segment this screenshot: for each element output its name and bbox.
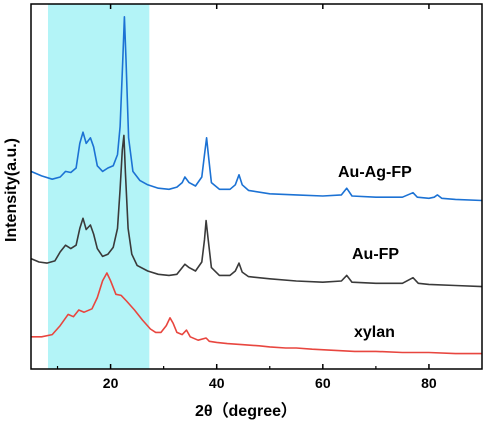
series-label-au-ag-fp: Au-Ag-FP bbox=[338, 164, 412, 181]
y-axis-title: Intensity(a.u.) bbox=[3, 138, 20, 242]
series-line-au-fp bbox=[30, 134, 483, 288]
series-line-au-ag-fp bbox=[30, 16, 483, 202]
series-line-xylan bbox=[31, 272, 482, 355]
x-axis-title: 2θ（degree） bbox=[195, 402, 297, 420]
series-label-au-fp: Au-FP bbox=[352, 246, 399, 263]
x-tick-label: 40 bbox=[209, 375, 225, 391]
x-tick-label: 20 bbox=[103, 375, 119, 391]
highlight-band bbox=[47, 4, 150, 369]
x-tick-label: 80 bbox=[421, 375, 437, 391]
x-tick-label: 60 bbox=[315, 375, 331, 391]
plot-frame bbox=[30, 3, 483, 370]
series-label-xylan: xylan bbox=[354, 324, 395, 341]
